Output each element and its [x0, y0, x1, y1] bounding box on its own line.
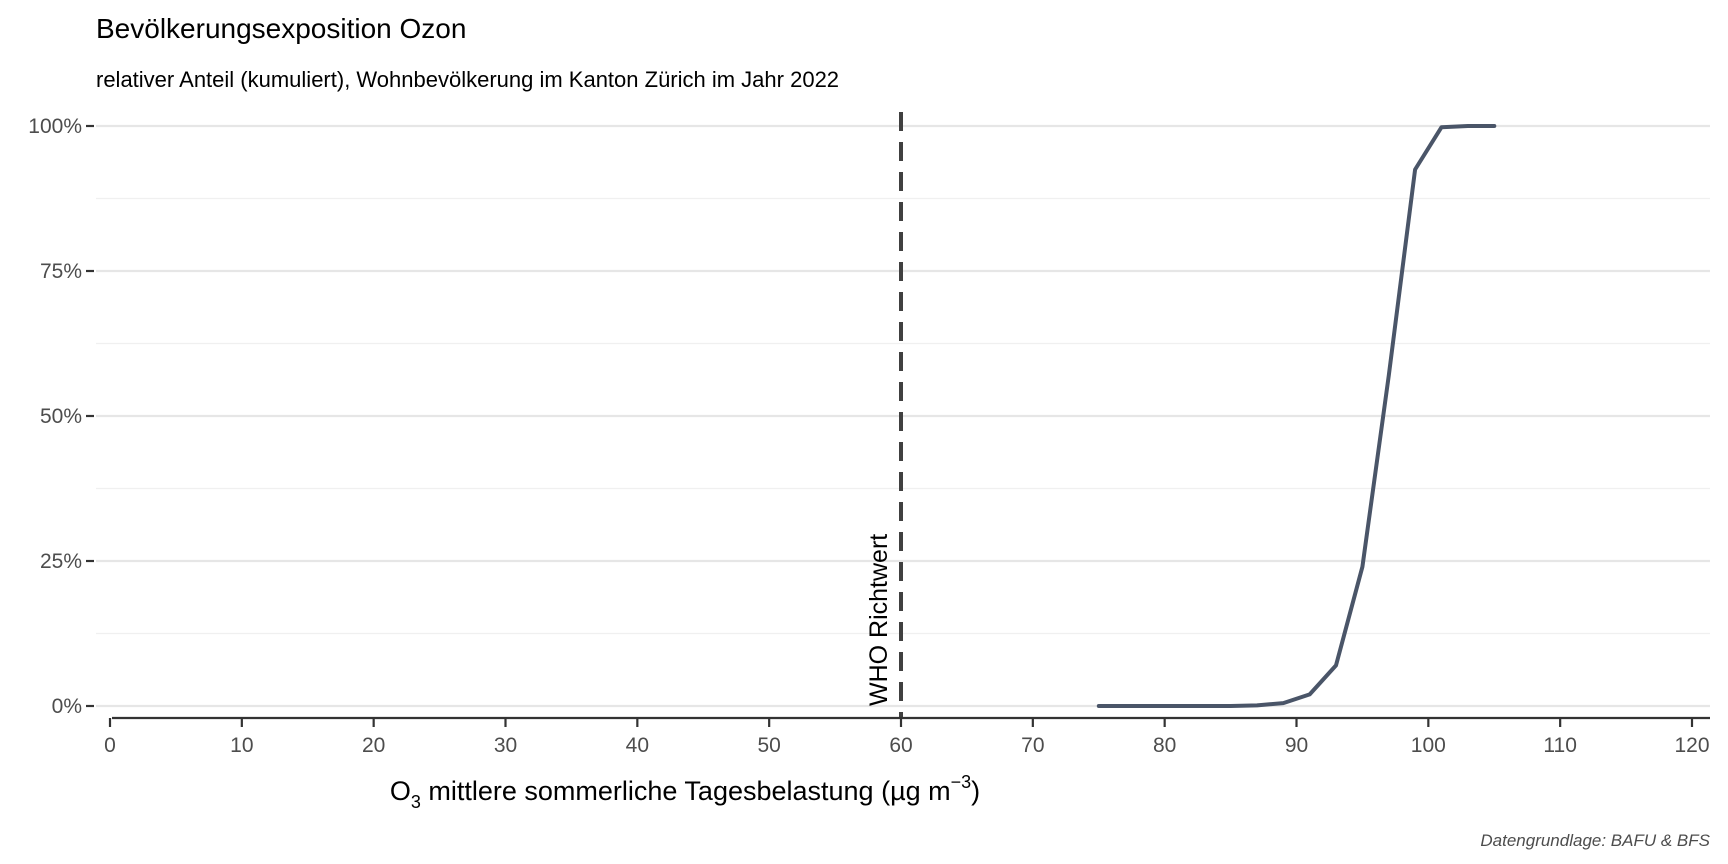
x-tick-label: 20	[362, 734, 385, 757]
x-axis-title-suffix: )	[971, 776, 980, 806]
data-point	[1493, 125, 1495, 127]
x-axis-title-superscript: −3	[951, 772, 972, 792]
y-tick-label: 25%	[40, 550, 82, 573]
data-point	[1150, 705, 1152, 707]
x-axis-title: O3 mittlere sommerliche Tagesbelastung (…	[390, 772, 980, 812]
x-tick-label: 40	[626, 734, 649, 757]
reference-line-group: WHO Richtwert	[865, 112, 903, 718]
chart-caption: Datengrundlage: BAFU & BFS	[1480, 831, 1710, 850]
data-point	[1230, 705, 1232, 707]
data-point	[1361, 566, 1363, 568]
x-tick-label: 110	[1543, 734, 1576, 757]
data-point	[1177, 705, 1179, 707]
y-tick-label: 50%	[40, 405, 82, 428]
x-axis-title-prefix: O	[390, 776, 411, 806]
data-point	[1203, 705, 1205, 707]
who-reference-label: WHO Richtwert	[865, 534, 893, 706]
data-point	[1124, 705, 1126, 707]
axes: 0% 25% 50% 75% 100% 0 10 20 30 40 50 60 70 80 90 100 110…	[28, 115, 1710, 757]
x-tick-label: 30	[494, 734, 517, 757]
y-tick-label: 0%	[52, 695, 82, 718]
data-point	[1282, 702, 1284, 704]
x-tick-label: 0	[104, 734, 116, 757]
x-tick-label: 120	[1674, 734, 1709, 757]
data-point	[1309, 693, 1311, 695]
x-tick-label: 60	[889, 734, 912, 757]
x-axis-title-main: mittlere sommerliche Tagesbelastung (µg …	[421, 776, 951, 806]
chart-title: Bevölkerungsexposition Ozon	[96, 13, 466, 44]
data-point	[1335, 664, 1337, 666]
x-tick-label: 10	[230, 734, 253, 757]
data-point	[1098, 705, 1100, 707]
data-point	[1441, 126, 1443, 128]
chart-subtitle: relativer Anteil (kumuliert), Wohnbevölk…	[96, 67, 839, 92]
x-tick-label: 50	[757, 734, 780, 757]
data-point	[1414, 169, 1416, 170]
y-tick-label: 100%	[28, 115, 82, 138]
x-tick-label: 70	[1021, 734, 1044, 757]
x-tick-label: 90	[1285, 734, 1308, 757]
x-tick-label: 100	[1411, 734, 1446, 757]
data-point	[1467, 125, 1469, 127]
x-axis-title-subscript: 3	[411, 792, 421, 812]
data-point	[1388, 374, 1390, 376]
y-tick-label: 75%	[40, 260, 82, 283]
series-group	[1096, 124, 1497, 708]
data-point	[1256, 704, 1258, 706]
x-tick-label: 80	[1153, 734, 1176, 757]
series-line	[1096, 124, 1497, 708]
